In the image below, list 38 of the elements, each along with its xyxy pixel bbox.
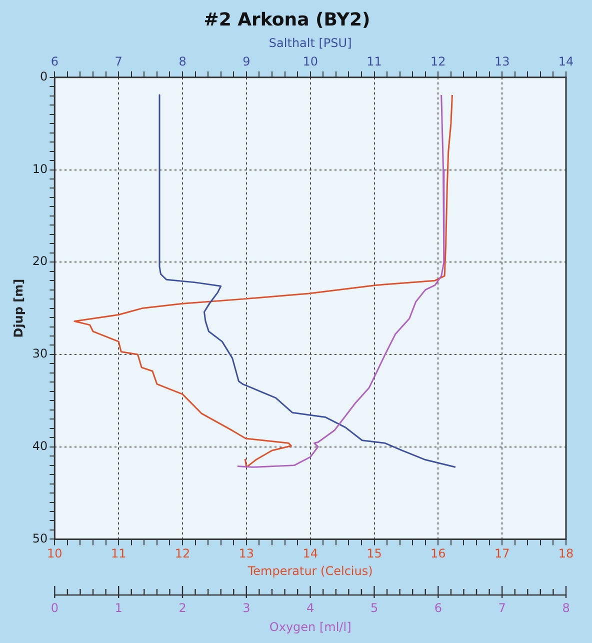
x2-tick-label: 8 [178, 54, 186, 68]
x-tick-label: 17 [494, 546, 510, 561]
x-tick-label: 13 [238, 546, 254, 561]
x-tick-label: 10 [47, 546, 62, 561]
x-axis-title: Oxygen [ml/l] [269, 620, 352, 634]
x-tick-label: 2 [178, 601, 186, 616]
y-tick-label: 50 [32, 531, 48, 546]
x-tick-label: 3 [242, 601, 250, 616]
x-tick-label: 7 [498, 601, 506, 616]
x-tick-label: 6 [434, 601, 442, 616]
chart-title: #2 Arkona (BY2) [204, 9, 370, 30]
x2-tick-label: 11 [366, 54, 382, 68]
x2-axis-title: Salthalt [PSU] [268, 36, 352, 50]
x-axis-title: Temperatur (Celcius) [246, 564, 373, 578]
y-tick-label: 20 [32, 254, 48, 268]
y-tick-label: 0 [40, 70, 48, 84]
x-tick-label: 15 [366, 546, 382, 561]
x-tick-label: 1 [114, 601, 122, 616]
y-tick-label: 40 [32, 438, 48, 453]
x-tick-label: 12 [174, 546, 190, 561]
x-tick-label: 14 [302, 546, 318, 561]
x-tick-label: 5 [370, 601, 378, 616]
x-tick-label: 18 [558, 546, 574, 561]
x-tick-label: 0 [50, 601, 58, 616]
x2-tick-label: 12 [430, 54, 446, 68]
x-tick-label: 11 [110, 546, 126, 561]
y-tick-label: 30 [32, 346, 48, 361]
x-tick-label: 16 [430, 546, 446, 561]
x2-tick-label: 9 [242, 54, 250, 68]
x2-tick-label: 7 [114, 54, 122, 68]
x2-tick-label: 6 [50, 54, 58, 68]
x-tick-label: 4 [306, 601, 314, 616]
y-axis-title: Djup [m] [11, 278, 26, 338]
x2-tick-label: 14 [558, 54, 574, 68]
x2-tick-label: 13 [494, 54, 510, 68]
y-tick-label: 10 [32, 162, 48, 176]
x2-tick-label: 10 [302, 54, 318, 68]
x-tick-label: 8 [562, 601, 570, 616]
